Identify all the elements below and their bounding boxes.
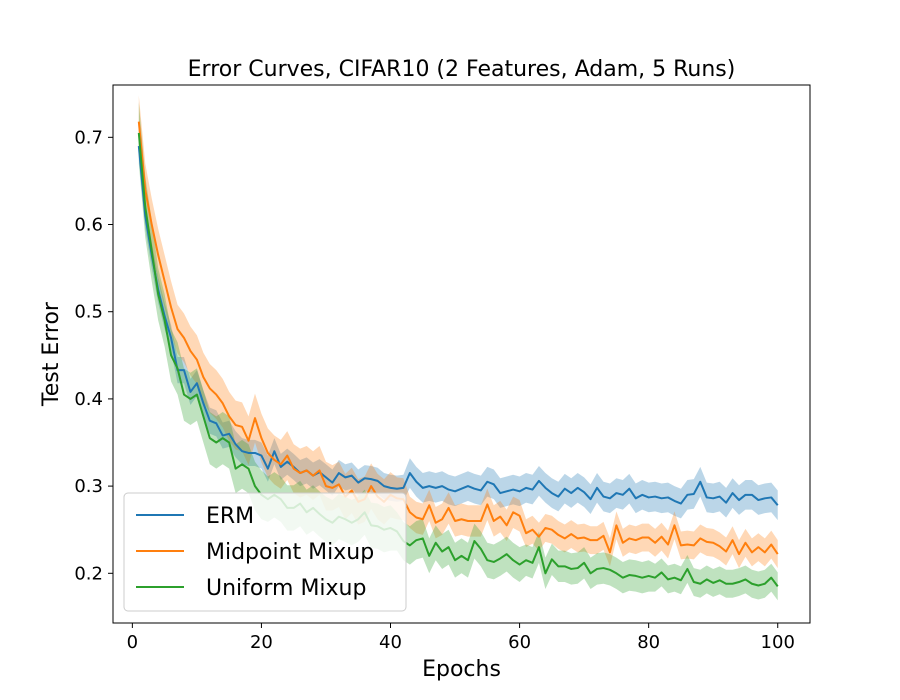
legend-label-uniform-mixup: Uniform Mixup (206, 576, 366, 601)
x-tick-label: 0 (127, 632, 138, 653)
x-axis-title: Epochs (422, 657, 501, 682)
y-axis-title: Test Error (39, 301, 64, 407)
midpoint-mixup-line (137, 121, 779, 556)
y-tick-label: 0.3 (74, 476, 103, 497)
x-tick-label: 20 (250, 632, 273, 653)
legend-items: ERM Midpoint Mixup Uniform Mixup (136, 504, 374, 601)
x-tick-label: 40 (379, 632, 402, 653)
chart-title: Error Curves, CIFAR10 (2 Features, Adam,… (188, 57, 736, 82)
y-tick-label: 0.2 (74, 563, 103, 584)
y-tick-label: 0.5 (74, 302, 103, 323)
uniform-mixup-line (137, 132, 779, 587)
x-axis-ticks: 0 20 40 60 80 100 (127, 623, 795, 653)
x-tick-label: 80 (637, 632, 660, 653)
erm-line (137, 145, 779, 506)
y-tick-label: 0.7 (74, 127, 103, 148)
x-tick-label: 100 (761, 632, 795, 653)
legend-label-erm: ERM (206, 504, 254, 529)
plot-frame (112, 84, 811, 624)
legend: ERM Midpoint Mixup Uniform Mixup (123, 492, 407, 612)
legend-box (123, 492, 407, 612)
y-axis-ticks: 0.2 0.3 0.4 0.5 0.6 0.7 (74, 127, 113, 584)
x-tick-label: 60 (508, 632, 531, 653)
legend-label-midpoint-mixup: Midpoint Mixup (206, 540, 374, 565)
y-tick-label: 0.6 (74, 215, 103, 236)
y-tick-label: 0.4 (74, 389, 103, 410)
confidence-bands (138, 95, 778, 601)
series-lines (137, 121, 779, 587)
midpoint-mixup-band (138, 95, 778, 569)
